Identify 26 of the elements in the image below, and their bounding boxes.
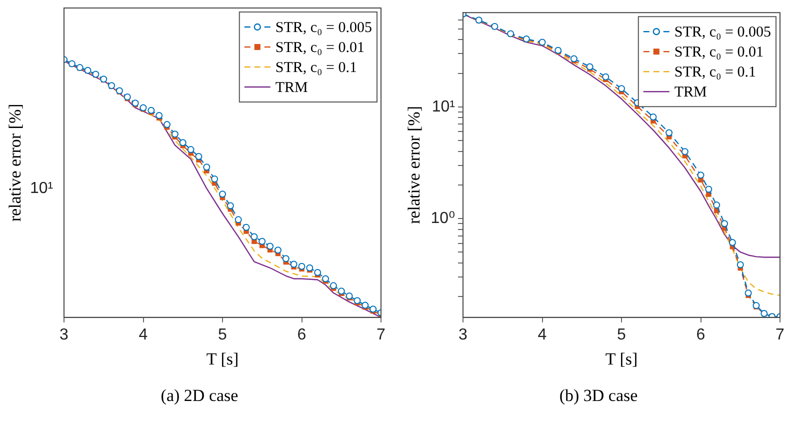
text: (a) 2D case: [160, 386, 240, 406]
x-tick-label: 6: [297, 326, 306, 344]
x-tick-label: 5: [617, 326, 626, 344]
legend-label: STR, c₀ = 0.01: [674, 44, 764, 61]
x-tick-label: 3: [60, 326, 69, 344]
text: (b) 3D case: [558, 386, 639, 406]
x-tick-label: 6: [696, 326, 706, 344]
legend-label: STR, c₀ = 0.01: [275, 40, 365, 56]
x-axis-title: T [s]: [206, 349, 239, 368]
y-axis-title: relative error [%]: [404, 106, 424, 224]
y-axis-title: relative error [%]: [6, 104, 25, 222]
x-tick-label: 7: [376, 326, 386, 344]
legend-label: STR, c₀ = 0.005: [275, 20, 372, 36]
x-tick-label: 4: [138, 326, 148, 344]
legend-label: STR, c₀ = 0.1: [275, 60, 358, 76]
legend-label: TRM: [674, 84, 707, 101]
legend-label: STR, c₀ = 0.1: [674, 64, 756, 81]
y-tick-label: 10⁰: [430, 210, 455, 227]
x-tick-label: 4: [538, 326, 547, 344]
legend-label: TRM: [275, 80, 308, 96]
text: 10¹: [30, 180, 54, 198]
x-tick-label: 3: [458, 326, 468, 344]
x-axis-title: T [s]: [605, 349, 638, 368]
x-tick-label: 7: [776, 326, 785, 344]
legend-label: STR, c₀ = 0.005: [674, 24, 772, 41]
x-tick-label: 5: [218, 326, 228, 344]
